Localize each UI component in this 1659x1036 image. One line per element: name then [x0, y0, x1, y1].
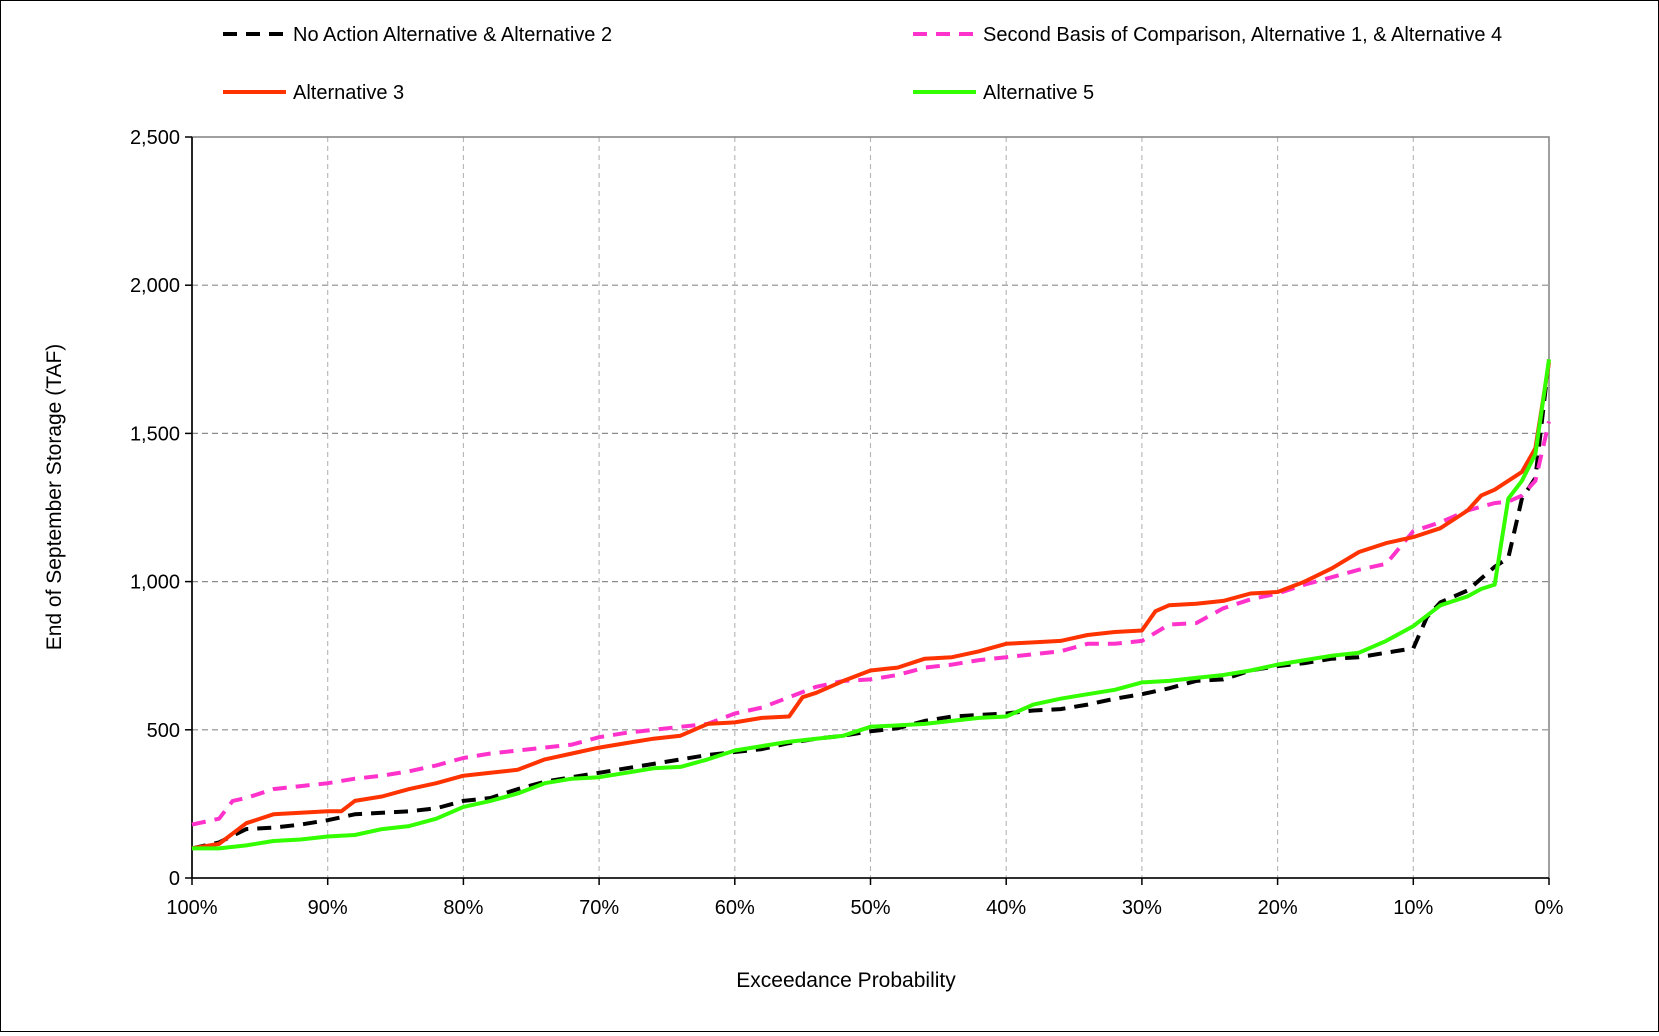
x-tick-label: 70%: [579, 897, 619, 919]
x-tick-label: 10%: [1393, 897, 1433, 919]
y-axis-ticks: 0 500 1,000 1,500 2,000 2,500: [130, 127, 192, 890]
x-tick-label: 50%: [850, 897, 890, 919]
y-tick-label: 1,500: [130, 423, 180, 445]
series-line-no-action-alternative-alternative-2: [191, 359, 1551, 851]
series-line-second-basis-of-comparison-alternative-1-alternative-4: [191, 421, 1551, 827]
legend: No Action Alternative & Alternative 2 Sec…: [223, 24, 1502, 104]
legend-label-no-action-alternative-alternative-2: No Action Alternative & Alternative 2: [293, 24, 612, 46]
y-tick-label: 1,000: [130, 572, 180, 594]
gridlines: [192, 137, 1549, 878]
x-axis-ticks: 100% 90% 80% 70% 60% 50% 40% 30% 20% 10% 0%: [166, 878, 1564, 919]
x-tick-label: 20%: [1258, 897, 1298, 919]
y-tick-label: 500: [147, 720, 180, 742]
x-tick-label: 100%: [166, 897, 217, 919]
x-tick-label: 90%: [308, 897, 348, 919]
series-line-alternative-3: [191, 361, 1551, 851]
y-tick-label: 2,500: [130, 127, 180, 149]
series-line-alternative-5: [192, 359, 1551, 851]
x-tick-label: 60%: [715, 897, 755, 919]
legend-label-alternative-3: Alternative 3: [293, 82, 404, 104]
x-tick-label: 80%: [443, 897, 483, 919]
x-tick-label: 0%: [1535, 897, 1564, 919]
x-tick-label: 30%: [1122, 897, 1162, 919]
legend-label-alternative-5: Alternative 5: [983, 82, 1094, 104]
y-axis-title: End of September Storage (TAF): [43, 344, 66, 651]
legend-label-second-basis-of-comparison-alternative-1-alternative-4: Second Basis of Comparison, Alternative …: [983, 24, 1502, 46]
y-tick-label: 2,000: [130, 275, 180, 297]
series-lines: [191, 359, 1551, 851]
y-tick-label: 0: [169, 868, 180, 890]
x-axis-title: Exceedance Probability: [736, 969, 956, 992]
x-tick-label: 40%: [986, 897, 1026, 919]
